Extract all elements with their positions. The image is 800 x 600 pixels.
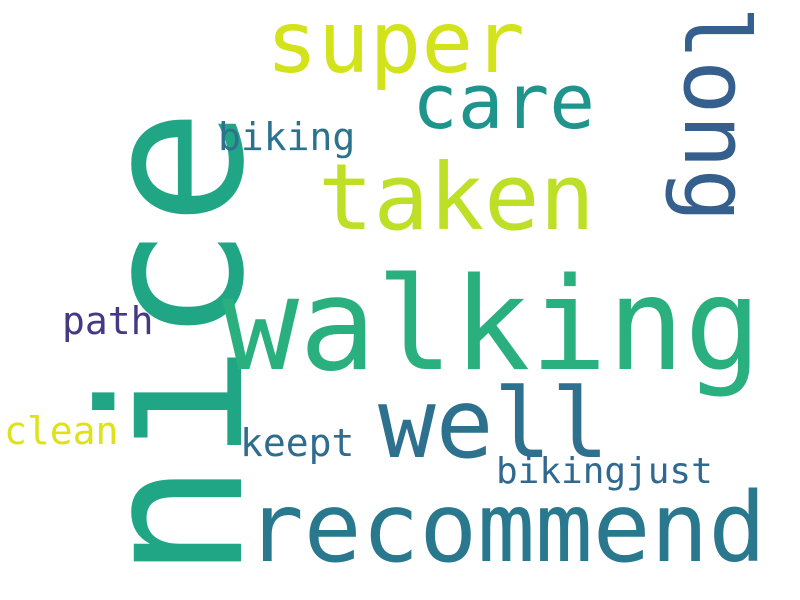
word-clean: clean: [4, 409, 119, 453]
word-biking: biking: [218, 115, 356, 159]
word-keept: keept: [240, 421, 355, 465]
word-super: super: [266, 0, 525, 93]
word-walking: walking: [222, 251, 762, 400]
word-bikingjust: bikingjust: [496, 451, 713, 492]
word-path: path: [62, 299, 154, 343]
word-taken: taken: [318, 144, 595, 251]
word-recommend: recommend: [246, 472, 767, 584]
word-long: long: [663, 6, 768, 223]
word-well: well: [378, 368, 610, 480]
word-care: care: [412, 57, 596, 146]
